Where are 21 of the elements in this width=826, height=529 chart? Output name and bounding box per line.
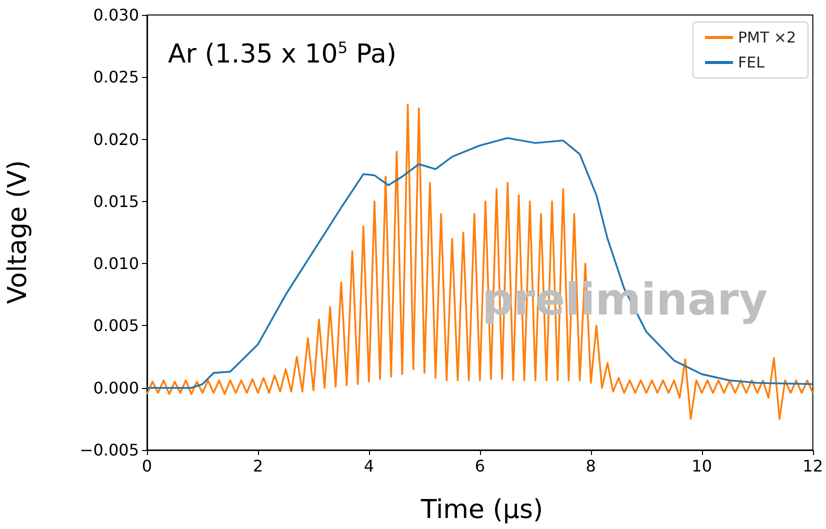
x-tick-label: 6	[474, 456, 486, 476]
x-tick-label: 0	[142, 456, 152, 476]
y-tick-label: −0.005	[80, 440, 139, 460]
y-tick-label: 0.000	[93, 378, 139, 398]
x-axis-title: Time (μs)	[420, 495, 544, 525]
y-tick-label: 0.025	[93, 68, 139, 87]
legend-label: PMT ×2	[738, 28, 796, 46]
y-tick-label: 0.005	[93, 316, 139, 336]
x-tick-label: 12	[802, 456, 823, 476]
x-tick-label: 4	[364, 456, 374, 476]
x-tick-label: 2	[252, 456, 264, 476]
x-tick-label: 8	[586, 456, 596, 476]
line-series	[146, 104, 814, 420]
y-tick-label: 0.010	[93, 254, 139, 274]
legend-label: FEL	[738, 54, 766, 72]
y-axis-title: Voltage (V)	[3, 160, 33, 304]
y-tick-label: 0.030	[93, 6, 139, 24]
y-tick-label: 0.015	[93, 192, 139, 211]
x-tick-label: 10	[692, 456, 712, 476]
line-series	[146, 137, 814, 389]
y-tick-label: 0.020	[93, 130, 139, 149]
